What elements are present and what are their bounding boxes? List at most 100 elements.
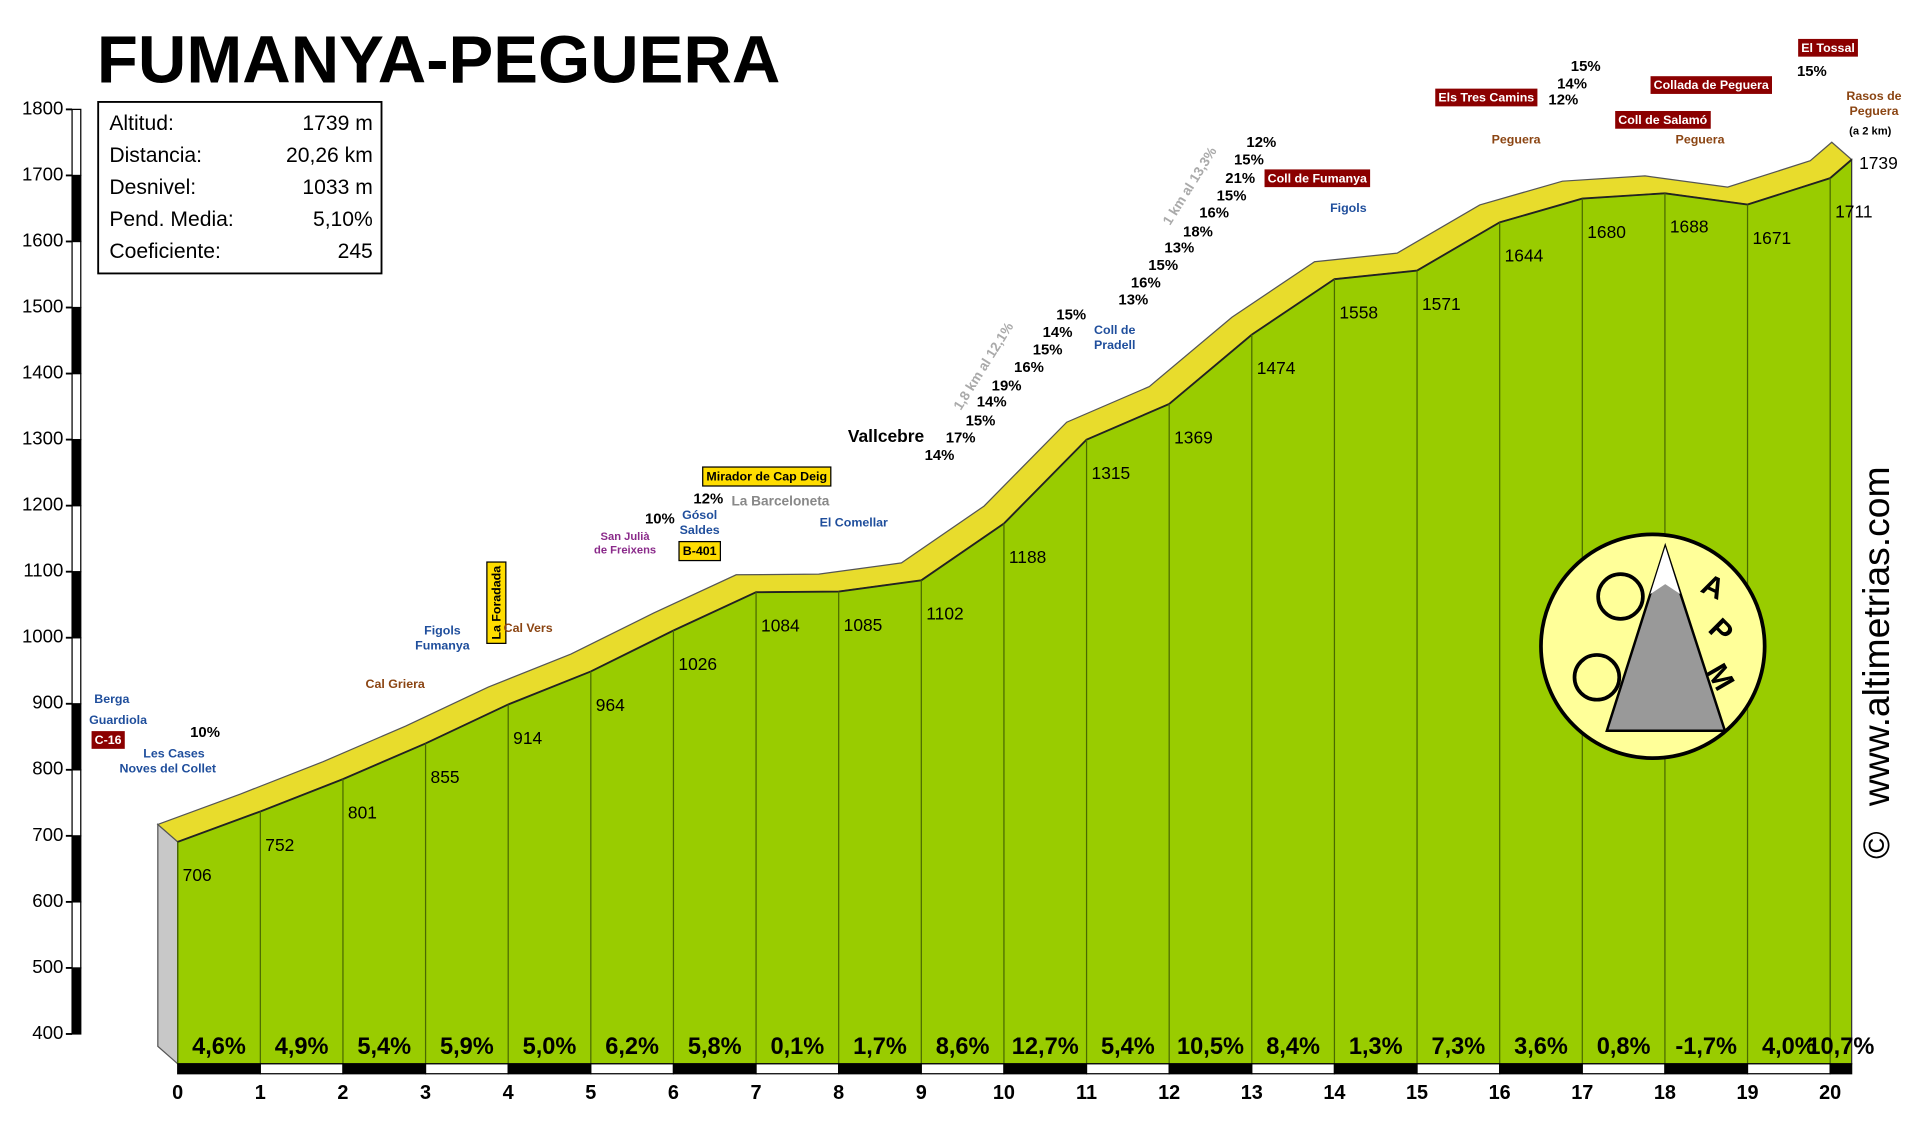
annotation: 12% [693,492,723,508]
y-axis-segment [71,901,82,969]
annotation-text: Vallcebre [848,426,925,446]
annotation: Coll de Fumanya [1263,168,1372,189]
x-axis-segment [838,1063,922,1075]
annotation-text: 12% [1246,135,1276,151]
annotation: Collada de Peguera [1649,74,1774,96]
annotation-text: 15% [1234,152,1264,168]
annotation-text: Peguera [1850,104,1899,118]
annotation-text: 15% [966,413,996,429]
annotation: 21% [1225,171,1255,187]
y-axis-segment [71,108,82,177]
y-tick-label: 1500 [22,295,63,316]
elevation-label: 1711 [1835,202,1872,222]
elevation-label: 1558 [1339,303,1378,323]
x-axis-segment [1829,1063,1853,1075]
gradient-label: 1,7% [853,1034,907,1060]
annotation-box [486,561,507,644]
annotation-box [678,540,721,562]
annotation-box [90,729,127,751]
annotation: La Barceloneta [731,494,829,509]
x-tick-label: 8 [833,1082,844,1104]
annotation-text: 13% [1118,293,1148,309]
x-tick-label: 16 [1489,1082,1511,1104]
y-tick-label: 600 [32,890,63,911]
annotation-box [1613,109,1712,130]
elevation-label: 1644 [1505,246,1544,266]
annotation-box [1649,74,1774,96]
annotation: Coll de [1094,323,1135,337]
x-axis-segment [177,1063,261,1075]
annotation-text: 18% [1183,224,1213,240]
elevation-label: 752 [265,835,294,855]
elevation-label: 1474 [1257,358,1296,378]
x-axis-segment [1664,1063,1749,1075]
elevation-label: 1688 [1670,217,1709,237]
x-tick-label: 12 [1158,1082,1180,1104]
annotation: 14% [925,448,955,464]
annotation-text: Pradell [1094,338,1135,352]
y-tick-label: 700 [32,824,63,845]
x-axis-segment [1168,1063,1253,1075]
y-axis-segment [71,306,82,375]
annotation-text: 15% [1148,258,1178,274]
stat-value: 245 [338,240,373,263]
logo-wheel [1572,653,1622,702]
y-axis-segment [71,174,82,243]
annotation: de Freixens [594,545,656,557]
logo-mountain [1605,542,1727,732]
elevation-label: 706 [183,865,212,885]
gradient-label: 0,8% [1597,1034,1651,1060]
gradient-label: 10,5% [1177,1034,1244,1060]
annotation-text: Coll de Fumanya [1268,171,1367,185]
annotation-text: © [1855,831,1897,858]
annotation: Figols [424,624,461,638]
y-tick-label: 500 [32,956,63,977]
gradient-label: 8,6% [936,1034,990,1060]
x-axis-segment [1333,1063,1418,1075]
x-tick-label: 2 [337,1082,348,1104]
gradient-label: 5,4% [357,1034,411,1060]
x-tick-label: 13 [1241,1082,1263,1104]
annotation-text: Coll de Salamó [1618,113,1707,127]
annotation: Gósol [682,508,717,522]
annotation: 13% [1118,293,1148,309]
annotation-text: Guardiola [89,713,147,727]
x-axis-segment [507,1063,592,1075]
annotation: Mirador de Cap Deig [702,466,832,487]
annotation-text: 21% [1225,171,1255,187]
x-axis-segment [259,1063,344,1075]
annotation-text: 16% [1131,275,1161,291]
annotation-text: Els Tres Camins [1438,90,1534,104]
gradient-label: 4,9% [275,1034,329,1060]
annotation-text: 17% [946,431,976,447]
annotation-text: 10% [645,511,675,527]
annotation-text: Cal Vers [504,621,553,635]
annotation-text: Saldes [680,523,720,537]
gradient-label: 8,4% [1266,1034,1320,1060]
annotation: 18% [1183,224,1213,240]
annotation: Saldes [680,523,720,537]
annotation: 15% [1033,342,1063,358]
annotation: (a 2 km) [1849,126,1892,138]
annotation: Figols [1330,201,1367,215]
gradient-label: 0,1% [770,1034,824,1060]
stat-label: Coeficiente: [109,240,220,263]
y-axis-segment [71,240,82,309]
gradient-label: 4,0% [1762,1034,1816,1060]
annotation-text: Gósol [682,508,717,522]
annotation-box [1434,87,1539,108]
annotation: Peguera [1676,133,1725,147]
annotation-text: 10% [190,725,220,741]
gradient-label: 5,9% [440,1034,494,1060]
x-axis-segment [672,1063,757,1075]
annotation-text: 14% [1557,76,1587,92]
annotation-text: 15% [1056,308,1086,324]
annotation-text: B-401 [683,544,717,558]
annotation: 15% [1056,308,1086,324]
logo-wheel [1596,572,1645,621]
annotation: 10% [190,725,220,741]
annotation-text: 15% [1797,64,1827,80]
x-tick-label: 14 [1323,1082,1345,1104]
annotation: Vallcebre [848,426,925,446]
